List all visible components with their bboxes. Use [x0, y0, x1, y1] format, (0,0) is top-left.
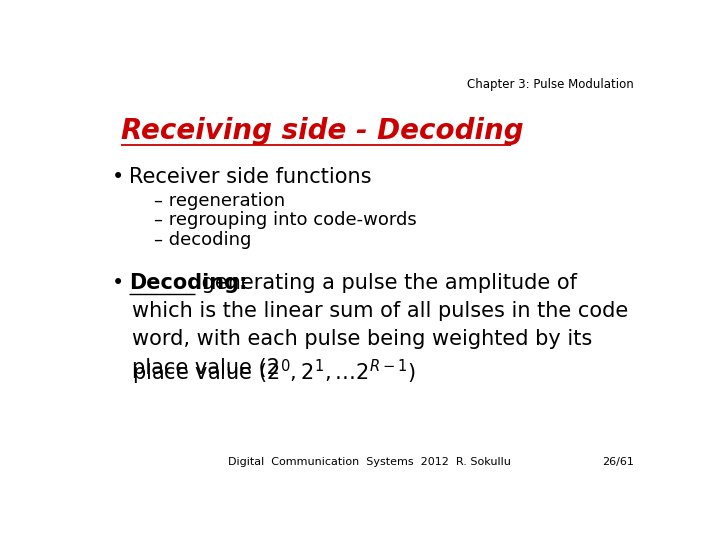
- Text: – regrouping into code-words: – regrouping into code-words: [154, 211, 417, 229]
- Text: •: •: [112, 167, 125, 187]
- Text: word, with each pulse being weighted by its: word, with each pulse being weighted by …: [132, 329, 592, 349]
- Text: 26/61: 26/61: [602, 457, 634, 467]
- Text: Decoding:: Decoding:: [129, 273, 248, 293]
- Text: Receiver side functions: Receiver side functions: [129, 167, 372, 187]
- Text: generating a pulse the amplitude of: generating a pulse the amplitude of: [195, 273, 577, 293]
- Text: place value $(2^{0}, 2^{1},\ldots2^{R-1})$: place value $(2^{0}, 2^{1},\ldots2^{R-1}…: [132, 357, 415, 387]
- Text: which is the linear sum of all pulses in the code: which is the linear sum of all pulses in…: [132, 301, 628, 321]
- Text: Receiving side - Decoding: Receiving side - Decoding: [121, 117, 523, 145]
- Text: •: •: [112, 273, 125, 293]
- Text: Digital  Communication  Systems  2012  R. Sokullu: Digital Communication Systems 2012 R. So…: [228, 457, 510, 467]
- Text: – regeneration: – regeneration: [154, 192, 285, 210]
- Text: – decoding: – decoding: [154, 231, 251, 249]
- Text: place value (2: place value (2: [132, 357, 280, 377]
- Text: Chapter 3: Pulse Modulation: Chapter 3: Pulse Modulation: [467, 78, 634, 91]
